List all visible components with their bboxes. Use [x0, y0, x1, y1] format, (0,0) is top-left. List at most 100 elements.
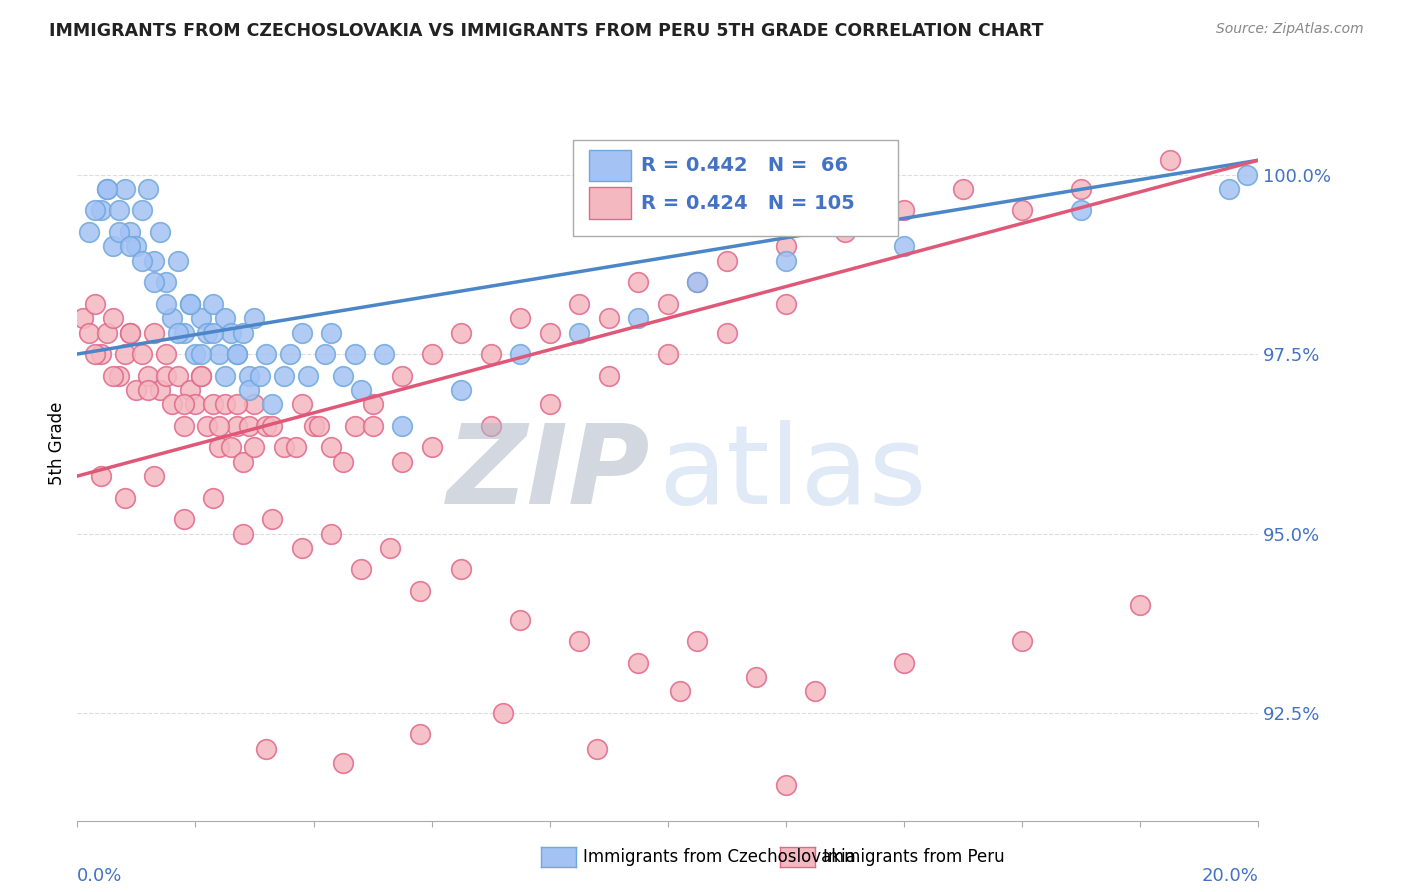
Point [143, 253, 166, 268]
Text: 20.0%: 20.0% [1202, 867, 1258, 885]
Point [107, 225, 129, 239]
Point [343, 418, 366, 433]
Point [262, 418, 284, 433]
Point [84, 203, 107, 218]
Point [208, 441, 231, 455]
Point [208, 418, 231, 433]
Point [627, 656, 650, 670]
Point [202, 491, 225, 505]
Point [716, 253, 738, 268]
Text: Immigrants from Peru: Immigrants from Peru [823, 848, 1004, 866]
Point [195, 418, 218, 433]
Point [686, 275, 709, 289]
Point [1218, 182, 1240, 196]
Point [291, 541, 314, 555]
Point [491, 706, 513, 720]
Point [90, 347, 112, 361]
Point [120, 326, 142, 340]
Point [202, 326, 225, 340]
Point [249, 368, 271, 383]
Point [190, 368, 212, 383]
Point [450, 562, 472, 576]
Point [686, 275, 709, 289]
Point [893, 203, 915, 218]
Point [1236, 168, 1258, 182]
Point [179, 297, 201, 311]
Point [321, 441, 343, 455]
Point [232, 526, 254, 541]
Point [225, 397, 247, 411]
FancyBboxPatch shape [574, 140, 898, 236]
Point [90, 203, 112, 218]
Point [173, 512, 195, 526]
Point [225, 347, 247, 361]
Point [107, 203, 129, 218]
Point [598, 311, 620, 326]
Point [284, 441, 307, 455]
Point [314, 347, 336, 361]
Point [149, 225, 172, 239]
Point [361, 397, 384, 411]
Point [775, 778, 797, 792]
Point [143, 326, 166, 340]
Point [538, 326, 561, 340]
Point [136, 383, 159, 397]
Point [1070, 182, 1092, 196]
Point [208, 347, 231, 361]
Point [775, 297, 797, 311]
Point [420, 347, 443, 361]
Point [136, 368, 159, 383]
Point [219, 441, 242, 455]
Point [1011, 634, 1033, 648]
Point [155, 368, 177, 383]
Point [232, 326, 254, 340]
Point [238, 418, 260, 433]
Point [166, 368, 188, 383]
Point [243, 397, 266, 411]
Point [1070, 203, 1092, 218]
Point [190, 368, 212, 383]
Point [77, 326, 100, 340]
Point [361, 418, 384, 433]
Point [332, 368, 354, 383]
Point [114, 182, 136, 196]
Text: 0.0%: 0.0% [77, 867, 122, 885]
Text: atlas: atlas [658, 420, 927, 527]
Point [254, 347, 277, 361]
Text: R = 0.424   N = 105: R = 0.424 N = 105 [641, 194, 855, 213]
Point [409, 727, 432, 741]
Point [254, 742, 277, 756]
Point [373, 347, 395, 361]
Point [308, 418, 330, 433]
Point [450, 383, 472, 397]
Point [101, 368, 124, 383]
Point [745, 670, 768, 684]
Point [586, 742, 609, 756]
Point [219, 326, 242, 340]
Point [380, 541, 402, 555]
Text: Immigrants from Czechoslovakia: Immigrants from Czechoslovakia [583, 848, 856, 866]
Point [391, 418, 413, 433]
Point [173, 326, 195, 340]
Point [166, 253, 188, 268]
Point [143, 275, 166, 289]
Point [291, 326, 314, 340]
Point [96, 182, 118, 196]
Point [173, 397, 195, 411]
Point [332, 756, 354, 771]
Text: ZIP: ZIP [447, 420, 650, 527]
Point [262, 512, 284, 526]
Y-axis label: 5th Grade: 5th Grade [48, 402, 66, 485]
Point [120, 225, 142, 239]
Point [96, 182, 118, 196]
Point [125, 239, 148, 253]
Point [84, 347, 107, 361]
Point [190, 347, 212, 361]
Point [1011, 203, 1033, 218]
Point [184, 397, 207, 411]
Point [804, 684, 827, 698]
Point [1129, 599, 1152, 613]
Point [350, 383, 373, 397]
Point [509, 347, 531, 361]
Point [297, 368, 319, 383]
